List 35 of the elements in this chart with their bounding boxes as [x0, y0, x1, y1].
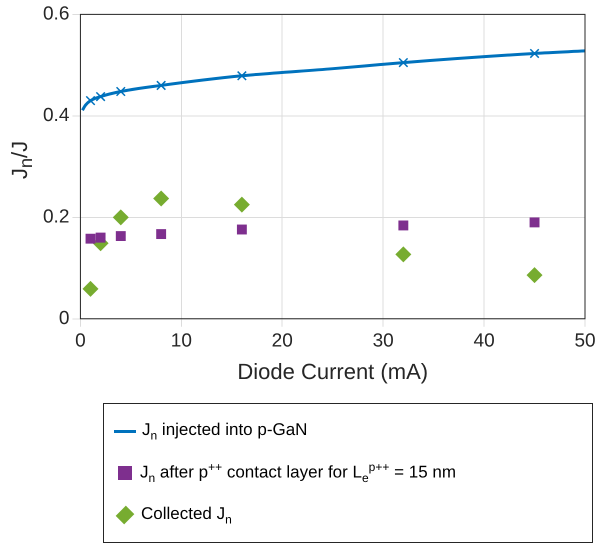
x-tick-label: 20 — [272, 330, 293, 352]
point — [116, 231, 126, 242]
point — [395, 246, 412, 262]
x-tick-label: 0 — [75, 330, 86, 352]
point — [112, 209, 129, 226]
point — [530, 48, 540, 58]
y-tick-label: 0.6 — [42, 4, 70, 25]
point — [96, 232, 106, 243]
point — [156, 80, 166, 90]
point — [96, 92, 106, 102]
point — [234, 196, 250, 213]
x-tick-label: 40 — [474, 330, 495, 352]
point — [236, 70, 247, 81]
x-tick-label: 10 — [170, 330, 192, 352]
x-tick-label: 50 — [574, 330, 596, 352]
x-axis-title: Diode Current (mA) — [237, 358, 428, 384]
x-tick-label: 30 — [372, 330, 394, 352]
line-series — [80, 49, 585, 112]
legend-label: Collected J$_{n}$ — [141, 504, 232, 526]
point — [398, 58, 408, 68]
legend-label: J$_{n}$ after p$^{++}$ contact layer for L$_{e}$$^{p++}$ = 15 nm — [140, 460, 456, 486]
point — [86, 96, 96, 106]
point — [116, 86, 126, 97]
point — [156, 229, 166, 240]
point — [526, 267, 543, 284]
point — [86, 234, 96, 244]
point — [82, 280, 99, 297]
y-tick-label: 0.4 — [42, 105, 70, 126]
point — [153, 190, 170, 207]
point — [398, 220, 408, 230]
y-tick-label: 0.2 — [42, 206, 70, 228]
point — [236, 224, 247, 234]
legend-label: J$_{n}$ injected into p-GaN — [142, 420, 308, 442]
y-tick-label: 0 — [58, 308, 70, 330]
point — [530, 217, 540, 228]
